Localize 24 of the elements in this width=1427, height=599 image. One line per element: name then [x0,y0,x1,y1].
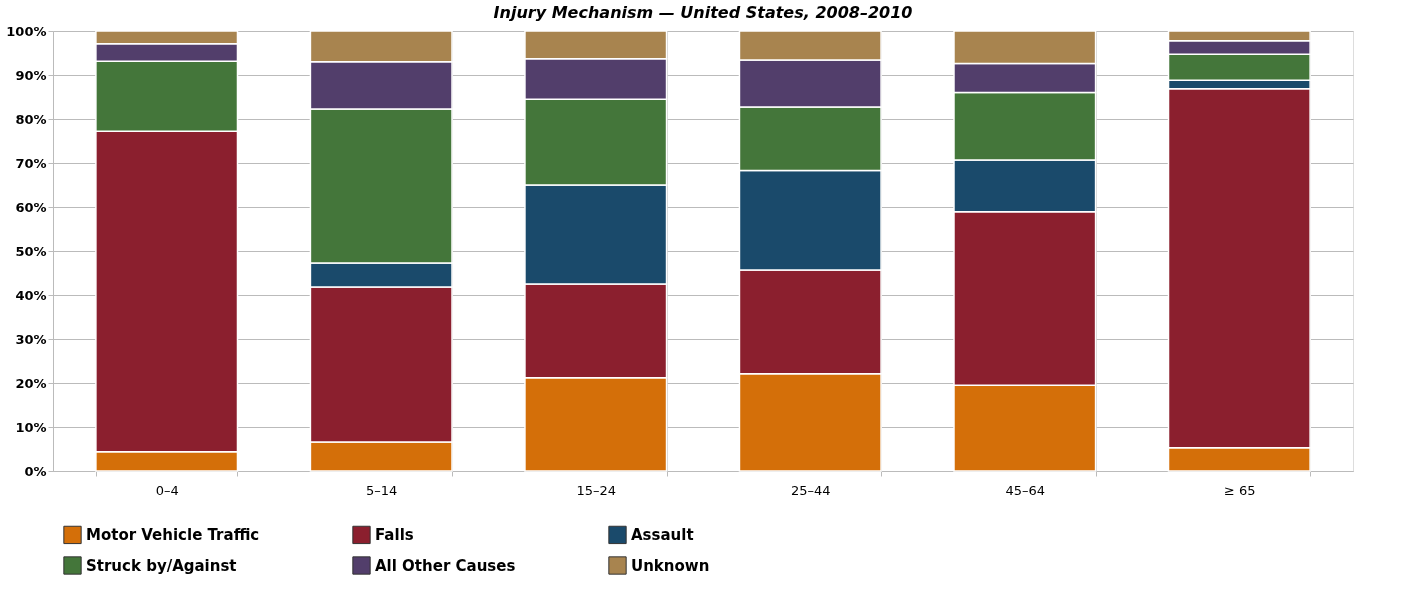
y-tick-label: 90% [15,67,47,83]
y-tick-label: 70% [15,155,47,171]
x-tick-label: 45–64 [1005,482,1046,498]
x-tick-label: 15–24 [576,482,617,498]
x-tick-label: 25–44 [790,482,831,498]
legend-label: Assault [631,525,694,544]
y-tick-label: 100% [6,23,47,39]
y-tick-label: 20% [15,375,47,391]
x-tick-label: 5–14 [366,482,398,498]
legend-label: Struck by/Against [86,556,237,575]
y-tick-label: 50% [15,243,47,259]
y-tick-label: 10% [15,419,47,435]
legend-label: Unknown [631,556,710,575]
y-tick-label: 40% [15,287,47,303]
legend-label: Falls [375,525,414,544]
y-tick-label: 60% [15,199,47,215]
chart-title: Injury Mechanism — United States, 2008–2010 [493,3,913,22]
x-tick-label: 0–4 [155,482,179,498]
legend-label: All Other Causes [375,556,516,575]
y-tick-label: 0% [24,463,47,479]
y-tick-label: 80% [15,111,47,127]
x-tick-label: ≥ 65 [1224,482,1256,498]
legend-label: Motor Vehicle Traffic [86,525,260,544]
y-tick-label: 30% [15,331,47,347]
